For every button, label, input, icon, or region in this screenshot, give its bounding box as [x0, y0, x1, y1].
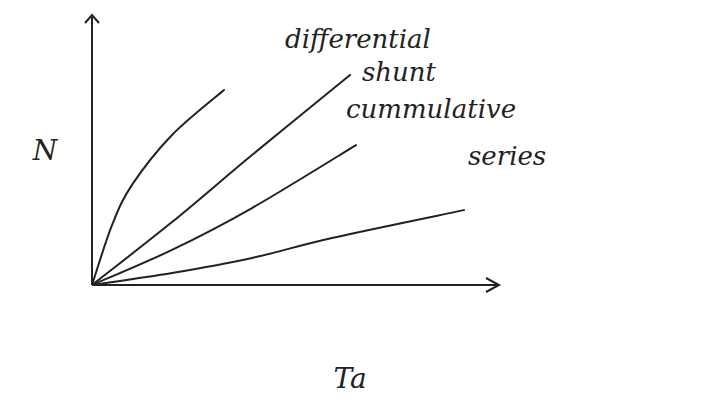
- curve-label: shunt: [362, 57, 437, 87]
- curve-label: differential: [285, 24, 431, 54]
- chart: N Ta differentialshunt cummulative series: [0, 0, 716, 403]
- x-axis-title: Ta: [333, 362, 366, 395]
- curve: [92, 210, 464, 285]
- curve-label: cummulative: [346, 94, 516, 124]
- x-axis: [92, 284, 498, 286]
- y-arrow: [85, 15, 99, 23]
- curve: [92, 75, 350, 285]
- axes: [85, 15, 499, 292]
- line-labels: differentialshunt cummulative series: [285, 24, 546, 171]
- x-arrow: [486, 278, 499, 292]
- y-axis: [91, 17, 93, 285]
- y-axis-title: N: [32, 134, 59, 167]
- curve-label: series: [468, 141, 546, 171]
